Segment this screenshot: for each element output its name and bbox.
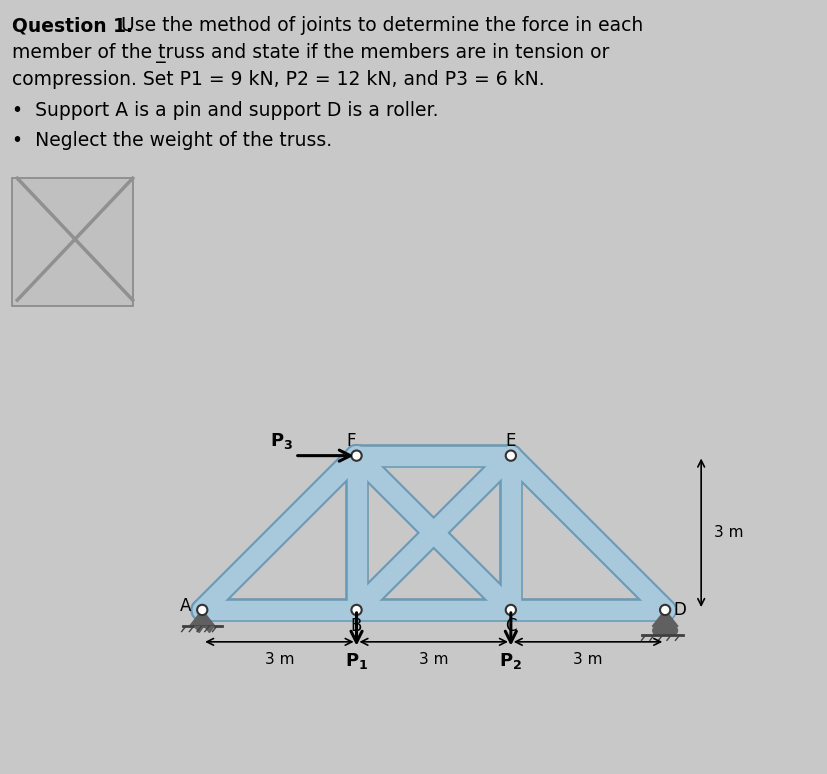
Text: $\mathbf{P_3}$: $\mathbf{P_3}$ xyxy=(270,431,294,451)
Circle shape xyxy=(197,604,207,615)
Circle shape xyxy=(652,626,662,635)
Text: $\mathbf{P_1}$: $\mathbf{P_1}$ xyxy=(345,652,368,671)
Text: F: F xyxy=(347,432,356,450)
Text: $\mathbf{P_2}$: $\mathbf{P_2}$ xyxy=(499,652,522,671)
Text: compression. Set P1 = 9 kN, P2 = 12 kN, and P3 = 6 kN.: compression. Set P1 = 9 kN, P2 = 12 kN, … xyxy=(12,70,544,89)
Circle shape xyxy=(351,604,361,615)
Text: 3 m: 3 m xyxy=(418,652,448,667)
Text: 3 m: 3 m xyxy=(713,526,743,540)
Text: Use the method of joints to determine the force in each: Use the method of joints to determine th… xyxy=(115,16,643,35)
Text: 3 m: 3 m xyxy=(572,652,602,667)
Text: B: B xyxy=(351,618,361,635)
Polygon shape xyxy=(194,626,203,632)
Text: A: A xyxy=(179,597,191,615)
Polygon shape xyxy=(652,610,677,626)
Circle shape xyxy=(505,450,515,461)
Text: Question 1.: Question 1. xyxy=(12,16,133,35)
Circle shape xyxy=(351,450,361,461)
Text: D: D xyxy=(672,601,686,619)
Text: •  Neglect the weight of the truss.: • Neglect the weight of the truss. xyxy=(12,131,332,150)
Polygon shape xyxy=(204,626,214,632)
Text: 3 m: 3 m xyxy=(265,652,294,667)
Text: •  Support A is a pin and support D is a roller.: • Support A is a pin and support D is a … xyxy=(12,101,438,120)
Circle shape xyxy=(659,604,670,615)
Text: E: E xyxy=(505,432,515,450)
Circle shape xyxy=(505,604,515,615)
Circle shape xyxy=(660,626,669,635)
Text: member of the t̲russ and state if the members are in tension or: member of the t̲russ and state if the me… xyxy=(12,43,609,63)
Text: C: C xyxy=(504,618,516,635)
Circle shape xyxy=(667,626,676,635)
Polygon shape xyxy=(189,610,215,626)
